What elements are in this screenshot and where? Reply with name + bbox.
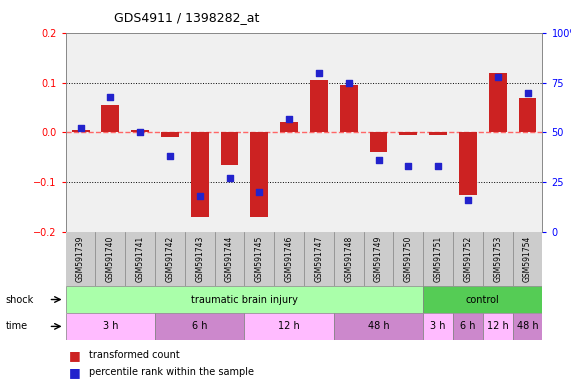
Bar — [429, 132, 447, 135]
Bar — [280, 122, 298, 132]
Bar — [453, 313, 483, 340]
Bar — [191, 132, 208, 217]
Bar — [102, 105, 119, 132]
Text: GSM591754: GSM591754 — [523, 236, 532, 282]
Point — [404, 163, 413, 169]
Bar — [513, 313, 542, 340]
Point — [225, 175, 234, 182]
Bar — [423, 286, 542, 313]
Point — [493, 73, 502, 79]
Point — [374, 157, 383, 164]
Bar — [459, 132, 477, 195]
Point — [106, 93, 115, 99]
Text: 48 h: 48 h — [517, 321, 538, 331]
Bar — [518, 98, 537, 132]
Text: control: control — [466, 295, 500, 305]
Text: 6 h: 6 h — [192, 321, 207, 331]
Text: GDS4911 / 1398282_at: GDS4911 / 1398282_at — [114, 11, 260, 24]
Text: 3 h: 3 h — [103, 321, 118, 331]
Text: GSM591746: GSM591746 — [285, 236, 293, 282]
Text: 48 h: 48 h — [368, 321, 389, 331]
Bar — [251, 132, 268, 217]
Point — [523, 89, 532, 96]
Text: percentile rank within the sample: percentile rank within the sample — [89, 367, 254, 377]
Bar — [399, 132, 417, 135]
Point — [315, 70, 324, 76]
Text: ■: ■ — [69, 366, 81, 379]
Bar — [155, 313, 244, 340]
Text: GSM591747: GSM591747 — [315, 236, 323, 282]
Text: GSM591749: GSM591749 — [374, 236, 383, 282]
Text: GSM591753: GSM591753 — [493, 236, 502, 282]
Bar — [310, 80, 328, 132]
Bar — [483, 313, 513, 340]
Point — [76, 126, 85, 132]
Text: GSM591743: GSM591743 — [195, 236, 204, 282]
Bar — [71, 130, 90, 132]
Text: GSM591751: GSM591751 — [433, 236, 443, 282]
Point — [284, 116, 293, 122]
Point — [195, 193, 204, 199]
Point — [464, 197, 473, 204]
Text: GSM591748: GSM591748 — [344, 236, 353, 282]
Bar — [369, 132, 388, 152]
Text: GSM591750: GSM591750 — [404, 236, 413, 282]
Text: GSM591742: GSM591742 — [166, 236, 175, 282]
Text: GSM591741: GSM591741 — [136, 236, 144, 282]
Bar — [244, 313, 334, 340]
Text: GSM591740: GSM591740 — [106, 236, 115, 282]
Text: GSM591739: GSM591739 — [76, 236, 85, 282]
Text: GSM591752: GSM591752 — [464, 236, 472, 282]
Bar — [220, 132, 239, 165]
Bar — [423, 313, 453, 340]
Point — [255, 189, 264, 195]
Bar — [340, 85, 357, 132]
Point — [166, 153, 175, 159]
Point — [433, 163, 443, 169]
Bar — [334, 313, 423, 340]
Text: 6 h: 6 h — [460, 321, 476, 331]
Text: 3 h: 3 h — [431, 321, 446, 331]
Text: 12 h: 12 h — [278, 321, 300, 331]
Text: time: time — [6, 321, 28, 331]
Bar — [161, 132, 179, 137]
Text: traumatic brain injury: traumatic brain injury — [191, 295, 298, 305]
Text: ■: ■ — [69, 349, 81, 362]
Bar — [131, 130, 149, 132]
Point — [344, 79, 353, 86]
Text: GSM591745: GSM591745 — [255, 236, 264, 282]
Bar — [489, 73, 506, 132]
Point — [135, 129, 144, 136]
Text: 12 h: 12 h — [487, 321, 509, 331]
Bar — [66, 313, 155, 340]
Text: transformed count: transformed count — [89, 350, 179, 360]
Text: shock: shock — [6, 295, 34, 305]
Bar — [66, 286, 423, 313]
Text: GSM591744: GSM591744 — [225, 236, 234, 282]
